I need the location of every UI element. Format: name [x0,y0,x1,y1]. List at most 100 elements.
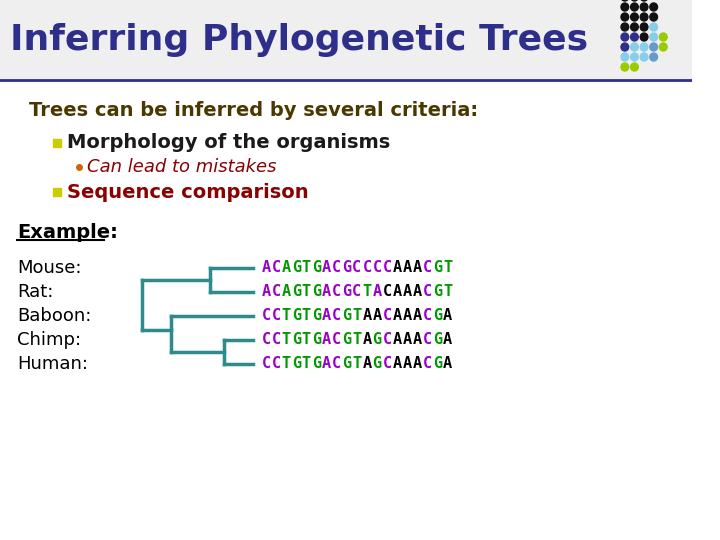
Text: A: A [282,260,291,275]
Text: A: A [322,285,331,300]
Text: A: A [413,356,422,372]
Text: A: A [322,356,331,372]
Text: T: T [362,285,372,300]
Text: C: C [423,260,432,275]
Text: C: C [382,308,392,323]
Circle shape [640,53,648,61]
Text: A: A [443,333,452,348]
Text: C: C [423,333,432,348]
Text: T: T [352,308,361,323]
Text: G: G [342,308,351,323]
Text: C: C [332,260,341,275]
Text: G: G [372,333,382,348]
Text: C: C [423,285,432,300]
Text: C: C [271,356,281,372]
Circle shape [650,3,657,11]
Circle shape [631,3,639,11]
Text: A: A [362,308,372,323]
Text: A: A [322,333,331,348]
Circle shape [631,43,639,51]
Text: A: A [322,260,331,275]
Circle shape [640,0,648,1]
Circle shape [621,53,629,61]
Circle shape [640,3,648,11]
Text: Human:: Human: [17,355,89,373]
Text: G: G [433,260,442,275]
Text: T: T [302,285,311,300]
Text: T: T [302,333,311,348]
Text: G: G [433,285,442,300]
Text: C: C [261,308,271,323]
Text: T: T [352,333,361,348]
Text: C: C [382,333,392,348]
Circle shape [621,63,629,71]
Text: A: A [372,308,382,323]
Bar [53,188,60,196]
Text: T: T [443,260,452,275]
Text: C: C [332,356,341,372]
Text: C: C [352,260,361,275]
Text: G: G [312,356,321,372]
Text: T: T [302,308,311,323]
Text: A: A [261,285,271,300]
Text: A: A [261,260,271,275]
Circle shape [631,63,639,71]
Text: C: C [332,308,341,323]
Text: G: G [292,308,301,323]
Text: T: T [282,333,291,348]
Text: G: G [342,333,351,348]
Text: A: A [362,333,372,348]
Text: A: A [402,333,412,348]
Text: T: T [282,308,291,323]
Circle shape [621,3,629,11]
Text: C: C [271,285,281,300]
Text: G: G [292,285,301,300]
Circle shape [621,33,629,41]
Text: A: A [322,308,331,323]
Text: G: G [342,285,351,300]
Text: C: C [332,285,341,300]
Text: A: A [372,285,382,300]
Circle shape [650,43,657,51]
Text: G: G [312,308,321,323]
Text: G: G [433,356,442,372]
Circle shape [640,23,648,31]
Text: A: A [402,285,412,300]
Text: C: C [352,285,361,300]
Circle shape [621,0,629,1]
Circle shape [640,43,648,51]
Text: Can lead to mistakes: Can lead to mistakes [86,158,276,176]
Text: G: G [312,333,321,348]
Circle shape [631,53,639,61]
Bar [53,139,60,147]
Text: G: G [342,260,351,275]
Text: G: G [292,356,301,372]
Text: A: A [413,285,422,300]
Text: Morphology of the organisms: Morphology of the organisms [67,133,390,152]
Text: A: A [402,308,412,323]
Text: A: A [443,356,452,372]
Circle shape [640,33,648,41]
Circle shape [650,13,657,21]
Text: T: T [352,356,361,372]
Text: A: A [413,308,422,323]
Text: Inferring Phylogenetic Trees: Inferring Phylogenetic Trees [9,23,588,57]
Text: G: G [433,308,442,323]
Text: G: G [342,356,351,372]
Text: A: A [392,285,402,300]
Circle shape [631,13,639,21]
Text: Trees can be inferred by several criteria:: Trees can be inferred by several criteri… [29,100,478,119]
Text: T: T [443,285,452,300]
Text: A: A [413,260,422,275]
Text: C: C [382,285,392,300]
Circle shape [621,43,629,51]
Text: A: A [413,333,422,348]
Text: C: C [362,260,372,275]
Text: G: G [433,333,442,348]
Text: C: C [423,308,432,323]
Circle shape [621,13,629,21]
Text: Mouse:: Mouse: [17,259,82,277]
Text: G: G [372,356,382,372]
Text: G: G [292,333,301,348]
Text: C: C [372,260,382,275]
